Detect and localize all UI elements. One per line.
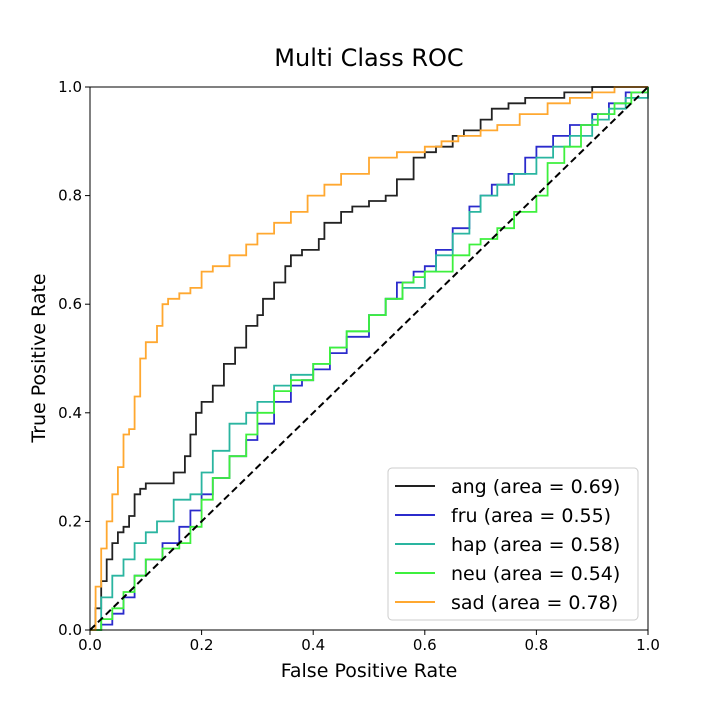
plot-frame (89, 86, 649, 631)
x-axis-label: False Positive Rate (281, 660, 458, 682)
y-axis-label: True Positive Rate (28, 273, 50, 443)
y-tick-label: 0.2 (58, 512, 82, 530)
chance-diagonal-line (89, 86, 649, 631)
legend-label-fru: fru (area = 0.55) (451, 505, 611, 527)
legend-label-sad: sad (area = 0.78) (451, 592, 618, 614)
y-tick-label: 0.8 (58, 187, 82, 205)
y-tick-label: 0.0 (58, 621, 82, 639)
legend: ang (area = 0.69) fru (area = 0.55) hap (a… (387, 467, 639, 621)
roc-curve-sad (90, 86, 648, 631)
x-axis-ticks: 0.0 0.2 0.4 0.6 0.8 1.0 (78, 630, 660, 654)
x-tick-label: 0.6 (413, 636, 437, 654)
y-axis-ticks: 0.0 0.2 0.4 0.6 0.8 1.0 (58, 78, 90, 639)
roc-curve-neu (90, 87, 649, 631)
plot-lines (89, 86, 649, 631)
legend-label-hap: hap (area = 0.58) (451, 534, 620, 556)
legend-label-neu: neu (area = 0.54) (451, 563, 620, 585)
y-tick-label: 0.4 (58, 404, 82, 422)
x-tick-label: 1.0 (636, 636, 660, 654)
y-tick-label: 0.6 (58, 295, 82, 313)
legend-label-ang: ang (area = 0.69) (451, 476, 620, 498)
roc-curve-ang (90, 86, 648, 631)
chart-title: Multi Class ROC (274, 44, 463, 72)
x-tick-label: 0.4 (301, 636, 325, 654)
x-tick-label: 0.0 (78, 636, 102, 654)
y-tick-label: 1.0 (58, 78, 82, 96)
x-tick-label: 0.2 (190, 636, 214, 654)
x-tick-label: 0.8 (524, 636, 548, 654)
legend-box (387, 467, 639, 621)
